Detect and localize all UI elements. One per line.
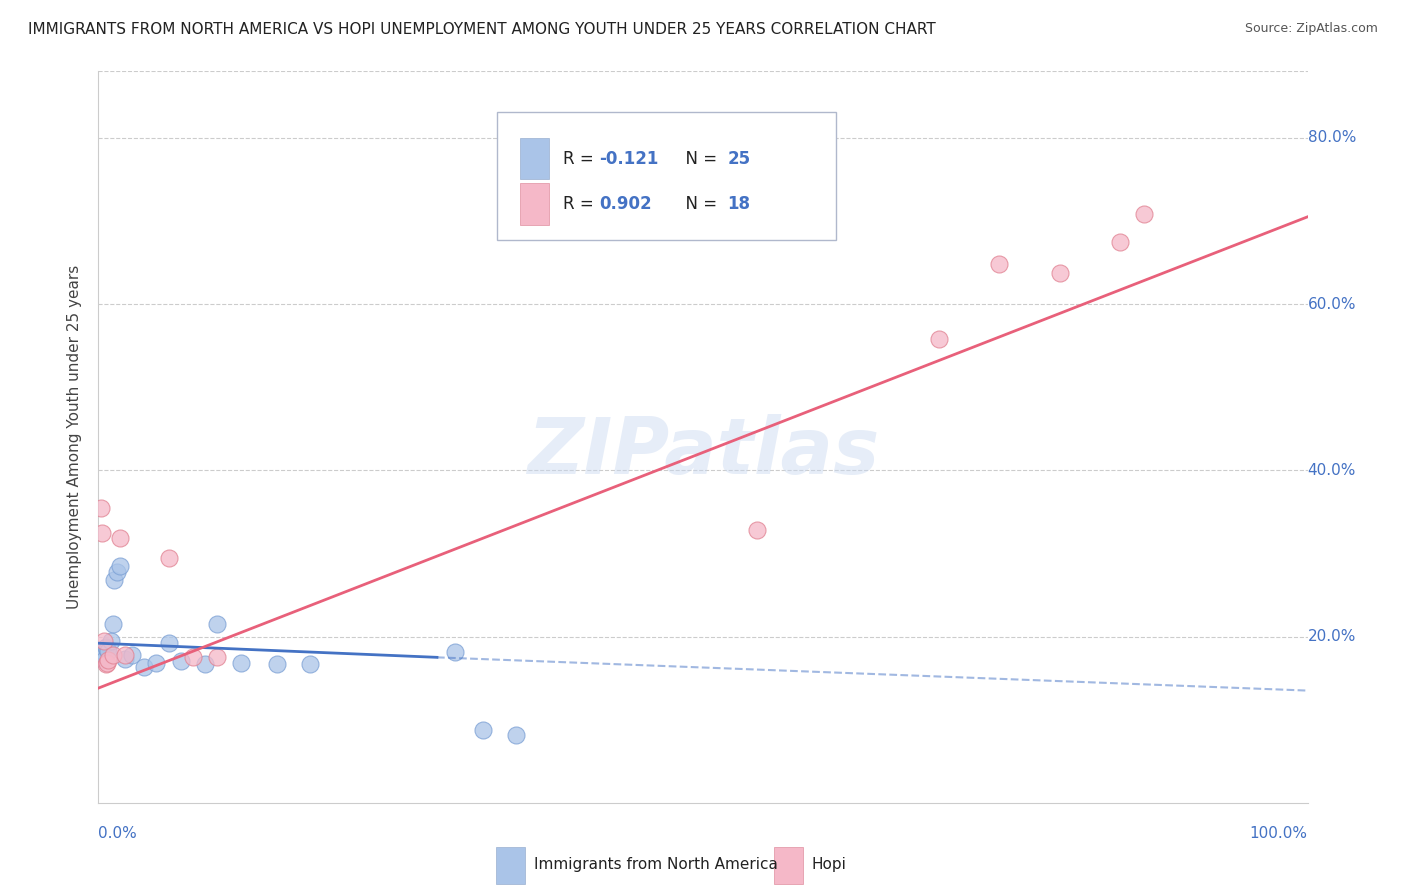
Point bbox=[266, 657, 288, 671]
Text: Source: ZipAtlas.com: Source: ZipAtlas.com bbox=[1244, 22, 1378, 36]
Text: ZIPatlas: ZIPatlas bbox=[527, 414, 879, 490]
Text: R =: R = bbox=[562, 195, 599, 213]
FancyBboxPatch shape bbox=[520, 183, 550, 225]
Point bbox=[1109, 235, 1132, 249]
Text: 80.0%: 80.0% bbox=[1308, 130, 1355, 145]
Text: 0.902: 0.902 bbox=[599, 195, 651, 213]
Point bbox=[93, 633, 115, 648]
Point bbox=[928, 332, 950, 346]
Y-axis label: Unemployment Among Youth under 25 years: Unemployment Among Youth under 25 years bbox=[67, 265, 83, 609]
Text: 40.0%: 40.0% bbox=[1308, 463, 1355, 478]
Point bbox=[229, 656, 252, 670]
Point bbox=[94, 657, 117, 671]
Point bbox=[505, 728, 527, 742]
Point bbox=[94, 640, 117, 654]
Point bbox=[101, 648, 124, 662]
Text: 18: 18 bbox=[727, 195, 751, 213]
Text: N =: N = bbox=[675, 195, 723, 213]
Text: Hopi: Hopi bbox=[811, 857, 846, 872]
Point bbox=[96, 642, 118, 657]
Point bbox=[93, 653, 115, 667]
Text: 100.0%: 100.0% bbox=[1250, 826, 1308, 841]
Point bbox=[103, 573, 125, 587]
Point bbox=[114, 648, 136, 662]
Text: 20.0%: 20.0% bbox=[1308, 629, 1355, 644]
Point bbox=[90, 500, 112, 515]
Text: 0.0%: 0.0% bbox=[98, 826, 138, 841]
Point bbox=[105, 565, 128, 579]
Text: N =: N = bbox=[675, 150, 723, 168]
Text: IMMIGRANTS FROM NORTH AMERICA VS HOPI UNEMPLOYMENT AMONG YOUTH UNDER 25 YEARS CO: IMMIGRANTS FROM NORTH AMERICA VS HOPI UN… bbox=[28, 22, 936, 37]
Point bbox=[114, 652, 136, 666]
Point bbox=[91, 643, 114, 657]
Point bbox=[299, 657, 322, 671]
Point bbox=[97, 643, 120, 657]
Point bbox=[194, 657, 217, 671]
Point bbox=[90, 650, 112, 665]
Point bbox=[444, 644, 467, 658]
FancyBboxPatch shape bbox=[775, 847, 803, 884]
Point bbox=[91, 525, 114, 540]
Point bbox=[988, 257, 1011, 271]
Point bbox=[96, 656, 118, 670]
Point bbox=[471, 723, 494, 737]
Point bbox=[134, 660, 156, 674]
Text: 25: 25 bbox=[727, 150, 751, 168]
Point bbox=[100, 633, 122, 648]
Point bbox=[108, 532, 131, 546]
Point bbox=[181, 650, 204, 665]
Point bbox=[1049, 266, 1071, 280]
Text: 60.0%: 60.0% bbox=[1308, 297, 1355, 311]
FancyBboxPatch shape bbox=[520, 137, 550, 179]
Point bbox=[97, 653, 120, 667]
Point bbox=[747, 523, 769, 537]
Text: -0.121: -0.121 bbox=[599, 150, 658, 168]
Point bbox=[101, 617, 124, 632]
Point bbox=[205, 650, 228, 665]
Point bbox=[169, 655, 191, 669]
FancyBboxPatch shape bbox=[498, 112, 837, 240]
FancyBboxPatch shape bbox=[496, 847, 526, 884]
Point bbox=[145, 656, 167, 670]
Point bbox=[121, 648, 143, 662]
Point bbox=[205, 617, 228, 632]
Point bbox=[157, 550, 180, 565]
Point bbox=[1133, 207, 1156, 221]
Point bbox=[108, 558, 131, 573]
Point bbox=[157, 636, 180, 650]
Text: R =: R = bbox=[562, 150, 599, 168]
Text: Immigrants from North America: Immigrants from North America bbox=[534, 857, 778, 872]
